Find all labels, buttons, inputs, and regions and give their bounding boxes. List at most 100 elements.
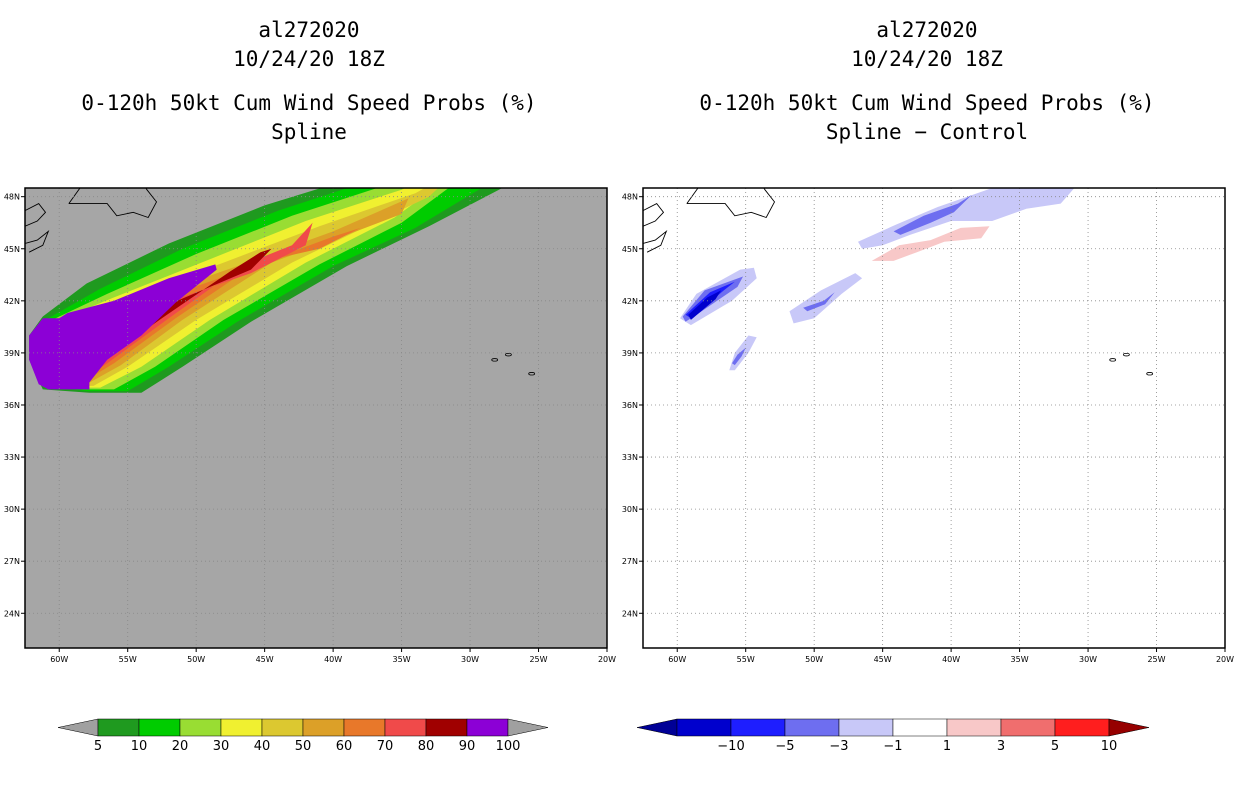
colorbar-label: 20 bbox=[172, 739, 189, 754]
contour-level-neg3 bbox=[893, 194, 972, 235]
y-tick-label: 42N bbox=[622, 297, 638, 306]
contour-level-1 bbox=[871, 226, 990, 261]
coastline bbox=[686, 188, 776, 219]
colorbar-cell bbox=[946, 718, 1002, 737]
colorbar-cell bbox=[425, 718, 468, 737]
colorbar-cell bbox=[1054, 718, 1110, 737]
azores-island bbox=[1109, 358, 1117, 362]
y-tick-label: 27N bbox=[622, 557, 638, 566]
y-tick-label: 33N bbox=[622, 453, 638, 462]
y-tick-label: 45N bbox=[4, 245, 20, 254]
x-tick-label: 45W bbox=[874, 655, 892, 664]
colorbar-label: 80 bbox=[418, 739, 435, 754]
contour-level-neg3 bbox=[803, 292, 835, 312]
plot-area bbox=[643, 188, 1154, 376]
x-tick-label: 40W bbox=[324, 655, 342, 664]
colorbar-label: 50 bbox=[295, 739, 312, 754]
x-tick-label: 35W bbox=[1011, 655, 1029, 664]
y-tick-label: 36N bbox=[4, 401, 20, 410]
x-tick-label: 60W bbox=[50, 655, 68, 664]
x-tick-label: 55W bbox=[737, 655, 755, 664]
forecast-datetime: 10/24/20 18Z bbox=[233, 47, 385, 71]
x-tick-label: 50W bbox=[805, 655, 823, 664]
colorbar-label: 5 bbox=[94, 739, 102, 754]
x-tick-label: 20W bbox=[598, 655, 616, 664]
colorbar-cell bbox=[892, 718, 948, 737]
y-tick-label: 30N bbox=[4, 505, 20, 514]
difference-panel: al272020 10/24/20 18Z 0-120h 50kt Cum Wi… bbox=[618, 0, 1236, 800]
colorbar-label: 10 bbox=[1101, 739, 1118, 754]
azores-island bbox=[491, 358, 499, 362]
x-tick-label: 40W bbox=[942, 655, 960, 664]
colorbar-label: 5 bbox=[1051, 739, 1059, 754]
coastline bbox=[68, 188, 158, 219]
colorbar-label: 3 bbox=[997, 739, 1005, 754]
y-tick-label: 48N bbox=[4, 193, 20, 202]
colorbar-cell bbox=[179, 718, 222, 737]
colorbar-label: 100 bbox=[496, 739, 521, 754]
x-tick-label: 30W bbox=[1079, 655, 1097, 664]
colorbar-label: −5 bbox=[775, 739, 794, 754]
plot-area bbox=[25, 188, 536, 393]
colorbar-cell bbox=[1000, 718, 1056, 737]
coastline bbox=[643, 203, 665, 227]
colorbar-cell bbox=[138, 718, 181, 737]
colorbar-label: 70 bbox=[377, 739, 394, 754]
colorbar-label: −1 bbox=[883, 739, 902, 754]
storm-id: al272020 bbox=[258, 18, 360, 42]
coastline bbox=[25, 203, 47, 227]
colorbar-cell bbox=[838, 718, 894, 737]
contour-level-neg3 bbox=[732, 347, 746, 366]
chart-title: 0-120h 50kt Cum Wind Speed Probs (%) bbox=[81, 91, 537, 115]
y-tick-label: 27N bbox=[4, 557, 20, 566]
x-tick-label: 30W bbox=[461, 655, 479, 664]
spline-probability-map: 60W 55W 50W 45W 40W 35W 30W 25W 20W 48N 45N 42N 39N 3… bbox=[4, 187, 616, 754]
colorbar-extend-low bbox=[636, 718, 678, 737]
y-tick-label: 33N bbox=[4, 453, 20, 462]
colorbar-label: 40 bbox=[254, 739, 271, 754]
chart-subtitle: Spline − Control bbox=[825, 120, 1029, 144]
x-tick-label: 50W bbox=[187, 655, 205, 664]
colorbar-label: 10 bbox=[131, 739, 148, 754]
plot-background bbox=[643, 188, 1225, 648]
y-tick-label: 24N bbox=[4, 609, 20, 618]
x-tick-label: 45W bbox=[256, 655, 274, 664]
colorbar-cell bbox=[302, 718, 345, 737]
y-tick-label: 48N bbox=[622, 193, 638, 202]
x-tick-label: 60W bbox=[668, 655, 686, 664]
storm-id: al272020 bbox=[876, 18, 978, 42]
colorbar-label: 60 bbox=[336, 739, 353, 754]
y-tick-label: 30N bbox=[622, 505, 638, 514]
y-tick-label: 24N bbox=[622, 609, 638, 618]
colorbar-extend-low bbox=[57, 718, 99, 737]
y-tick-label: 42N bbox=[4, 297, 20, 306]
colorbar-extend-high bbox=[1108, 718, 1150, 737]
y-tick-label: 39N bbox=[622, 349, 638, 358]
coastline bbox=[643, 230, 668, 253]
contour-level-neg1 bbox=[858, 188, 1075, 249]
azores-island bbox=[1123, 352, 1130, 357]
y-tick-label: 45N bbox=[622, 245, 638, 254]
colorbar-cell bbox=[343, 718, 386, 737]
chart-subtitle: Spline bbox=[271, 120, 347, 144]
colorbar-label: 30 bbox=[213, 739, 230, 754]
colorbar-label: 90 bbox=[459, 739, 476, 754]
x-tick-label: 25W bbox=[529, 655, 547, 664]
colorbar-extend-high bbox=[507, 718, 549, 737]
colorbar-label: −3 bbox=[829, 739, 848, 754]
forecast-datetime: 10/24/20 18Z bbox=[851, 47, 1003, 71]
chart-title: 0-120h 50kt Cum Wind Speed Probs (%) bbox=[699, 91, 1155, 115]
colorbar-cell bbox=[220, 718, 263, 737]
y-tick-label: 36N bbox=[622, 401, 638, 410]
y-tick-label: 39N bbox=[4, 349, 20, 358]
contour-level-90 bbox=[29, 264, 217, 390]
colorbar-cell bbox=[97, 718, 140, 737]
contour-level-neg10 bbox=[688, 290, 722, 320]
difference-probability-map: 60W 55W 50W 45W 40W 35W 30W 25W 20W 48N 45N 42N 39N 3… bbox=[622, 187, 1234, 754]
azores-island bbox=[505, 352, 512, 357]
colorbar-cell bbox=[466, 718, 509, 737]
x-tick-label: 35W bbox=[393, 655, 411, 664]
colorbar-cell bbox=[676, 718, 732, 737]
x-tick-label: 20W bbox=[1216, 655, 1234, 664]
colorbar-label: −10 bbox=[717, 739, 744, 754]
